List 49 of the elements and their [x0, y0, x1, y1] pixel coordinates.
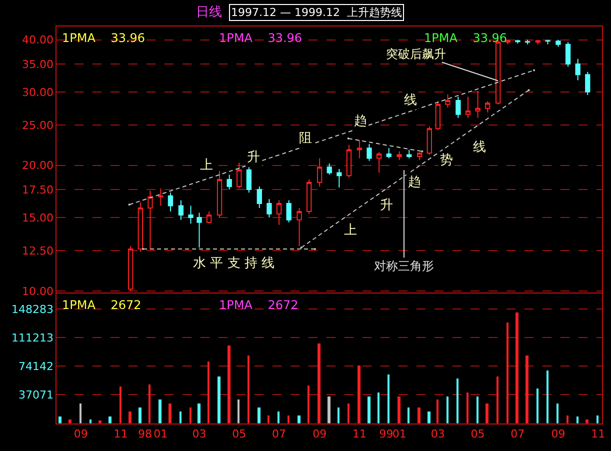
chart-subtitle: 日线: [196, 5, 222, 20]
x-tick-label: 03: [192, 427, 206, 440]
annotation: 1PMA 2672: [62, 298, 142, 312]
annotation: 1PMA 33.96: [424, 31, 508, 45]
y-tick-label: 148283: [12, 302, 54, 316]
x-tick-label: 07: [510, 427, 525, 440]
x-tick-label: 98: [138, 427, 152, 440]
annotation: 突破后飙升: [386, 47, 446, 61]
annotation: 势: [440, 153, 453, 168]
annotation: 水 平 支 持 线: [193, 256, 275, 271]
x-tick-label: 01: [392, 427, 406, 440]
x-tick-label: 09: [312, 427, 327, 440]
chart-title: 1997.12 — 1999.12 上升趋势线: [231, 6, 402, 19]
annotation: 上: [344, 223, 357, 238]
y-tick-label: 12.50: [22, 244, 54, 258]
annotation: 升: [380, 198, 393, 213]
x-tick-label: 05: [232, 427, 246, 440]
x-tick-label: 01: [154, 427, 168, 440]
y-tick-label: 20.00: [22, 159, 54, 172]
y-tick-label: 25.00: [22, 118, 54, 132]
x-tick-label: 11: [352, 427, 366, 440]
y-tick-label: 40.00: [22, 34, 54, 47]
annotation: 趋: [408, 175, 421, 190]
x-tick-label: 11: [591, 427, 606, 440]
y-tick-label: 35.00: [22, 58, 54, 71]
annotation: 阻: [299, 131, 312, 146]
x-tick-label: 03: [430, 427, 445, 440]
annotation: 1PMA 33.96: [219, 31, 302, 45]
annotation: 1PMA 33.96: [62, 31, 146, 45]
annotation: 对称三角形: [374, 259, 434, 273]
x-tick-label: 09: [551, 427, 566, 440]
x-tick-label: 09: [74, 427, 88, 440]
x-tick-label: 99: [379, 427, 394, 440]
y-tick-label: 30.00: [22, 86, 54, 99]
x-tick-label: 11: [114, 427, 128, 440]
y-tick-label: 37071: [18, 388, 54, 402]
x-tick-label: 07: [272, 427, 286, 440]
annotation: 上: [200, 158, 213, 173]
annotation: 升: [247, 150, 260, 165]
y-tick-label: 111213: [12, 331, 54, 344]
x-tick-label: 05: [470, 427, 485, 440]
annotation: 线: [473, 140, 486, 155]
annotation: 1PMA 2672: [219, 298, 298, 312]
y-tick-label: 10.00: [22, 284, 54, 298]
y-tick-label: 17.50: [22, 183, 54, 196]
y-tick-label: 74142: [18, 360, 54, 373]
annotation: 线: [404, 93, 417, 108]
annotation: 趋: [354, 114, 367, 129]
y-tick-label: 15.00: [22, 211, 54, 224]
